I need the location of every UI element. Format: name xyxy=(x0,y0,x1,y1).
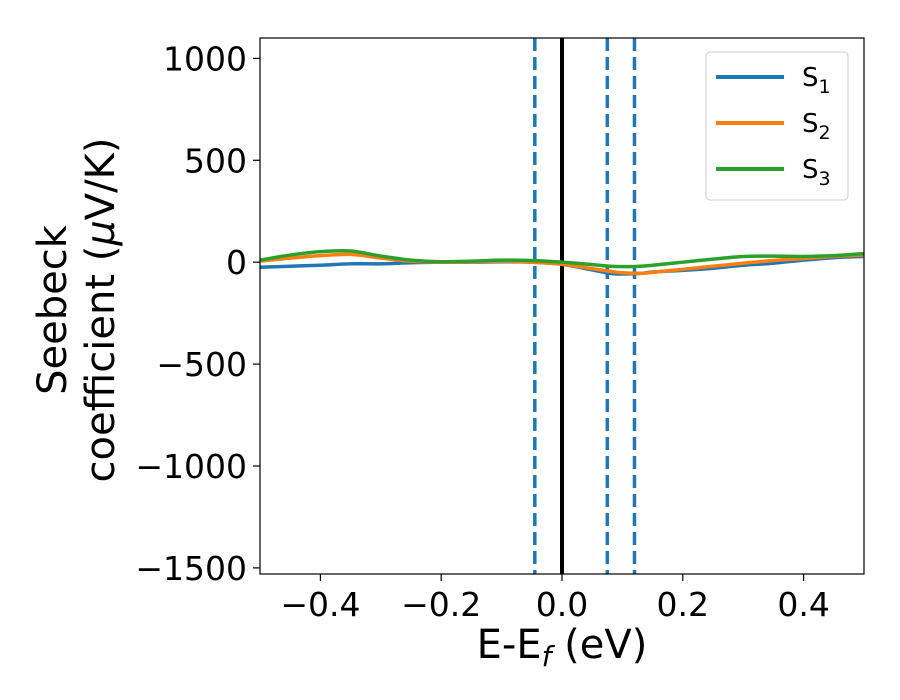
y-axis-ticks: 1000 500 0 −500 −1000 −1500 xyxy=(135,39,260,588)
series-lines xyxy=(260,248,864,276)
x-tick-label: −0.4 xyxy=(280,585,360,624)
series-line-s3 xyxy=(260,248,864,269)
y-tick-label: 500 xyxy=(184,141,247,180)
legend: S1 S2 S3 xyxy=(705,51,849,201)
series-line-s2 xyxy=(260,252,864,276)
x-tick-label: 0.2 xyxy=(657,585,709,624)
vertical-reference-lines xyxy=(533,38,637,574)
legend-label-s3: S3 xyxy=(802,155,831,190)
y-tick-label: −1000 xyxy=(135,447,247,486)
y-tick-label: −500 xyxy=(156,345,247,384)
y-tick-label: 0 xyxy=(226,243,247,282)
legend-box xyxy=(705,51,849,201)
legend-label-s1: S1 xyxy=(802,63,831,98)
y-tick-label: 1000 xyxy=(163,39,247,78)
y-axis-label-line1: Seebeck xyxy=(30,224,76,395)
x-tick-label: −0.2 xyxy=(401,585,481,624)
y-axis-label-line2: coefficient (μV/K) xyxy=(78,138,124,483)
legend-label-s2: S2 xyxy=(802,109,831,144)
x-tick-label: 0.0 xyxy=(536,585,588,624)
x-axis-ticks: −0.4 −0.2 0.0 0.2 0.4 xyxy=(280,574,830,624)
x-tick-label: 0.4 xyxy=(777,585,829,624)
y-tick-label: −1500 xyxy=(135,549,247,588)
x-axis-label: E-Ef (eV) xyxy=(477,622,648,673)
y-axis-label: Seebeck coefficient (μV/K) xyxy=(30,138,124,483)
